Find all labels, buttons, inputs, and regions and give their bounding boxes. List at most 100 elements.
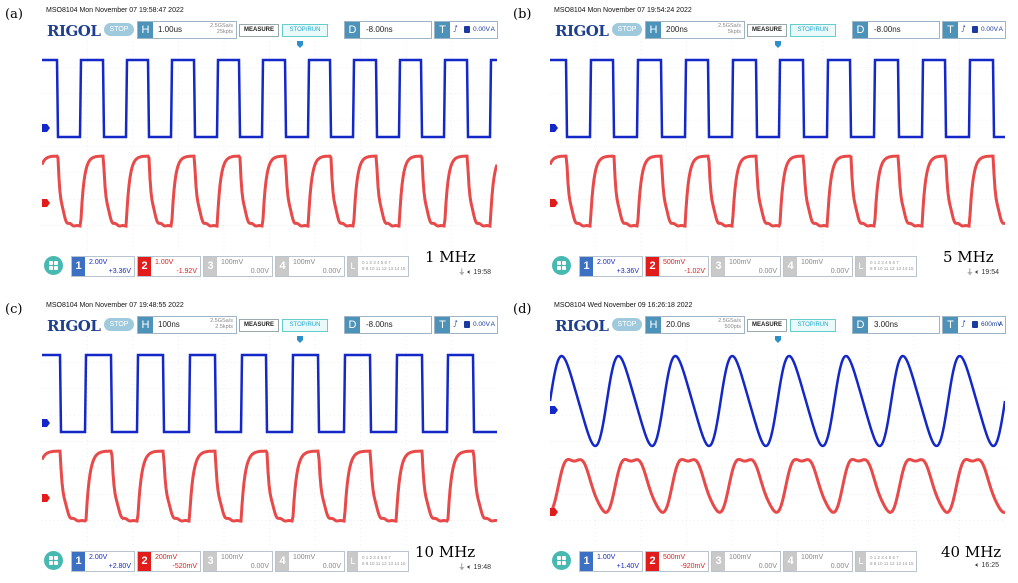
ch1-settings[interactable]: 1 2.00V +2.80V bbox=[71, 551, 135, 572]
run-status-badge[interactable]: STOP bbox=[612, 318, 642, 331]
measure-button[interactable]: MEASURE bbox=[747, 319, 787, 332]
trigger-box[interactable]: T ⭜ 0.00V A bbox=[942, 21, 1006, 39]
l-key: L bbox=[348, 552, 358, 571]
ch2-ground-marker[interactable] bbox=[42, 494, 50, 502]
h-key: H bbox=[138, 22, 153, 38]
measure-button[interactable]: MEASURE bbox=[239, 24, 279, 37]
memory-depth: 2.5kpts bbox=[215, 324, 233, 330]
measure-button[interactable]: MEASURE bbox=[747, 24, 787, 37]
stop-run-button[interactable]: STOP/RUN bbox=[790, 24, 836, 37]
clock-time: 19:54 bbox=[981, 269, 999, 276]
ch1-settings[interactable]: 1 2.00V +3.36V bbox=[579, 256, 643, 277]
ch1-offset: +2.80V bbox=[108, 563, 131, 570]
status-clock: 🔈︎ 16:25 bbox=[975, 562, 999, 570]
ch2-settings[interactable]: 2 1.00V -1.92V bbox=[137, 256, 201, 277]
timebase-box[interactable]: H 20.0ns 2.5GSa/s 500pts bbox=[645, 316, 745, 334]
stop-run-button[interactable]: STOP/RUN bbox=[282, 24, 328, 37]
grid-menu-icon[interactable] bbox=[552, 256, 571, 275]
ch1-ground-marker[interactable] bbox=[550, 124, 558, 132]
trigger-source-icon bbox=[464, 26, 470, 33]
ch3-settings[interactable]: 3 100mV 0.00V bbox=[711, 256, 781, 277]
sample-info: 2.5GSa/s 25kpts bbox=[210, 23, 233, 35]
measure-button[interactable]: MEASURE bbox=[239, 319, 279, 332]
grid-menu-icon[interactable] bbox=[44, 256, 63, 275]
ch1-ground-marker[interactable] bbox=[42, 419, 50, 427]
waveform-display[interactable] bbox=[42, 41, 497, 252]
trigger-position-marker[interactable] bbox=[297, 336, 303, 343]
ch3-offset: 0.00V bbox=[250, 268, 269, 275]
delay-box[interactable]: D 3.00ns bbox=[852, 316, 940, 334]
ch4-settings[interactable]: 4 100mV 0.00V bbox=[275, 551, 345, 572]
t-key: T bbox=[943, 22, 958, 38]
sample-info: 2.5GSa/s 500pts bbox=[718, 318, 741, 330]
ch4-settings[interactable]: 4 100mV 0.00V bbox=[783, 256, 853, 277]
frequency-label: 10 MHz bbox=[415, 543, 476, 561]
trigger-position-marker[interactable] bbox=[775, 41, 781, 48]
usb-icon: ⏚ bbox=[458, 269, 466, 276]
ch2-settings[interactable]: 2 200mV -520mV bbox=[137, 551, 201, 572]
rigol-logo: RIGOL bbox=[47, 22, 101, 40]
ch4-settings[interactable]: 4 100mV 0.00V bbox=[275, 256, 345, 277]
timebase-box[interactable]: H 100ns 2.5GSa/s 2.5kpts bbox=[137, 316, 237, 334]
ch1-offset: +3.36V bbox=[616, 268, 639, 275]
ch2-ground-marker[interactable] bbox=[42, 199, 50, 207]
waveform-display[interactable] bbox=[550, 41, 1005, 252]
scope-screenshot: MSO8104 Wed November 09 16:26:18 2022 RI… bbox=[540, 297, 1006, 580]
timebase-box[interactable]: H 200ns 2.5GSa/s 5kpts bbox=[645, 21, 745, 39]
ch2-ground-marker[interactable] bbox=[550, 508, 558, 516]
stop-run-button[interactable]: STOP/RUN bbox=[790, 319, 836, 332]
l-key: L bbox=[348, 257, 358, 276]
speaker-icon: 🔈︎ bbox=[467, 269, 472, 276]
ch3-offset: 0.00V bbox=[250, 563, 269, 570]
ch1-waveform bbox=[42, 58, 497, 139]
ch4-scale: 100mV bbox=[801, 259, 824, 266]
ch2-key: 2 bbox=[646, 257, 659, 276]
scope-panel-a: (a) MSO8104 Mon November 07 19:58:47 202… bbox=[5, 2, 505, 285]
speaker-icon: 🔈︎ bbox=[975, 269, 980, 276]
delay-box[interactable]: D -8.00ns bbox=[344, 21, 432, 39]
grid-menu-icon[interactable] bbox=[44, 551, 63, 570]
ch3-settings[interactable]: 3 100mV 0.00V bbox=[203, 551, 273, 572]
trigger-source-icon bbox=[464, 321, 470, 328]
ch4-settings[interactable]: 4 100mV 0.00V bbox=[783, 551, 853, 572]
bottom-bar: 1 1.00V +1.40V 2 500mV -920mV 3 100mV 0.… bbox=[552, 550, 1005, 572]
ch1-settings[interactable]: 1 2.00V +3.36V bbox=[71, 256, 135, 277]
ch1-settings[interactable]: 1 1.00V +1.40V bbox=[579, 551, 643, 572]
trigger-position-marker[interactable] bbox=[775, 336, 781, 343]
ch4-scale: 100mV bbox=[293, 259, 316, 266]
ch3-settings[interactable]: 3 100mV 0.00V bbox=[203, 256, 273, 277]
waveform-display[interactable] bbox=[42, 336, 497, 547]
la-line-1: 0 1 2 3 4 5 6 7 bbox=[870, 260, 899, 265]
timebase-box[interactable]: H 1.00us 2.5GSa/s 25kpts bbox=[137, 21, 237, 39]
ch3-settings[interactable]: 3 100mV 0.00V bbox=[711, 551, 781, 572]
speaker-icon: 🔈︎ bbox=[975, 562, 980, 569]
run-status-badge[interactable]: STOP bbox=[612, 23, 642, 36]
run-status-badge[interactable]: STOP bbox=[104, 23, 134, 36]
ch1-waveform bbox=[550, 58, 1005, 139]
run-status-badge[interactable]: STOP bbox=[104, 318, 134, 331]
timebase-value: 200ns bbox=[666, 25, 688, 34]
grid-menu-icon[interactable] bbox=[552, 551, 571, 570]
ch1-offset: +3.36V bbox=[108, 268, 131, 275]
trigger-box[interactable]: T ⭜ 0.00V A bbox=[434, 316, 498, 334]
waveform-display[interactable] bbox=[550, 336, 1005, 547]
trigger-source-icon bbox=[972, 321, 978, 328]
scope-panel-c: (c) MSO8104 Mon November 07 19:48:55 202… bbox=[5, 297, 505, 580]
trigger-box[interactable]: T ⭜ 600mV A bbox=[942, 316, 1006, 334]
la-line-1: 0 1 2 3 4 5 6 7 bbox=[362, 555, 391, 560]
ch2-settings[interactable]: 2 500mV -1.02V bbox=[645, 256, 709, 277]
trigger-position-marker[interactable] bbox=[297, 41, 303, 48]
ch2-settings[interactable]: 2 500mV -920mV bbox=[645, 551, 709, 572]
ch1-ground-marker[interactable] bbox=[42, 124, 50, 132]
stop-run-button[interactable]: STOP/RUN bbox=[282, 319, 328, 332]
ch2-ground-marker[interactable] bbox=[550, 199, 558, 207]
trigger-box[interactable]: T ⭜ 0.00V A bbox=[434, 21, 498, 39]
ch1-ground-marker[interactable] bbox=[550, 406, 558, 414]
delay-box[interactable]: D -8.00ns bbox=[344, 316, 432, 334]
delay-box[interactable]: D -8.00ns bbox=[852, 21, 940, 39]
ch2-scale: 500mV bbox=[663, 259, 686, 266]
